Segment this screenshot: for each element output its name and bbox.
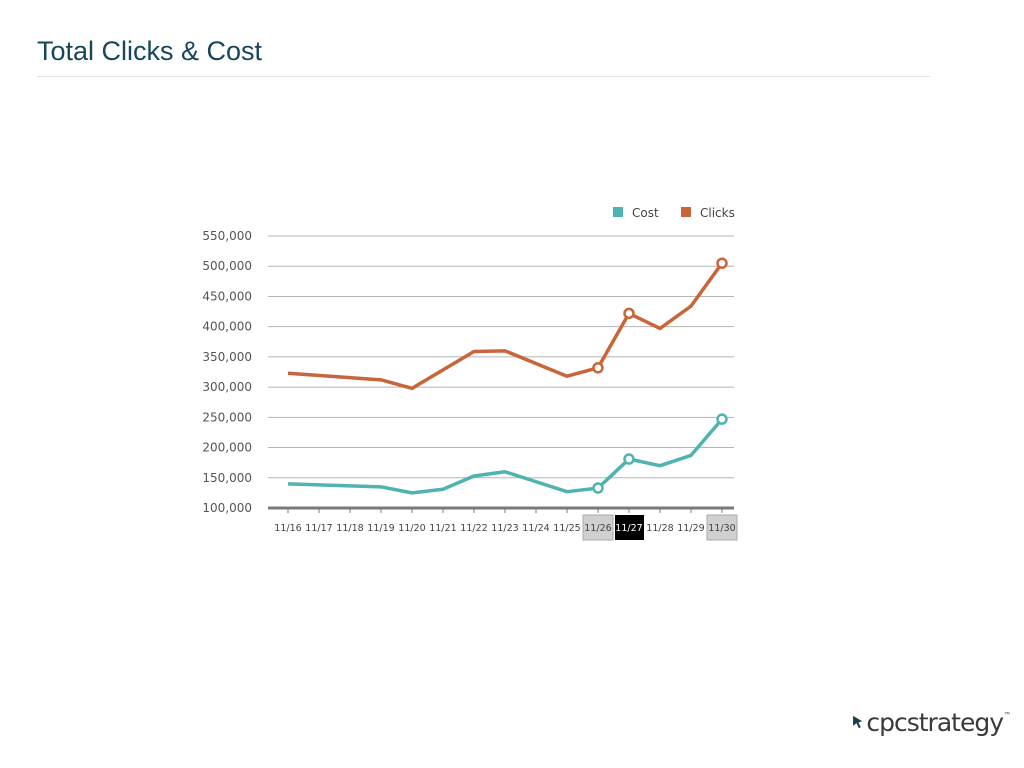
data-point-clicks [592, 362, 604, 374]
x-tick-label[interactable]: 11/26 [584, 523, 611, 534]
logo-trademark: ™ [1004, 712, 1010, 718]
legend-swatch-cost [613, 207, 623, 217]
y-tick-label: 150,000 [202, 471, 252, 485]
cursor-arrow-icon [853, 715, 863, 729]
series-line-cost [287, 418, 724, 495]
x-label-highlight[interactable] [706, 514, 738, 541]
legend-swatch-clicks [681, 207, 691, 217]
x-tick-label[interactable]: 11/30 [708, 523, 735, 534]
x-axis-tick-labels[interactable]: 11/16 11/17 11/18 11/19 11/20 11/21 11/22 11/23… [274, 514, 738, 541]
logo-wordmark: cpcstrategy [866, 707, 1004, 737]
y-tick-label: 450,000 [202, 289, 252, 303]
x-tick-label[interactable]: 11/21 [429, 523, 456, 534]
x-tick-label[interactable]: 11/18 [336, 523, 363, 534]
x-tick-label[interactable]: 11/27 [615, 523, 642, 534]
legend: Cost Clicks [613, 206, 735, 220]
slide-title: Total Clicks & Cost [37, 36, 263, 66]
data-point-clicks [716, 257, 728, 269]
y-tick-label: 250,000 [202, 410, 252, 424]
x-tick-label[interactable]: 11/25 [553, 523, 580, 534]
x-label-highlight[interactable] [582, 514, 614, 541]
series-lines [287, 257, 728, 495]
y-tick-label: 400,000 [202, 320, 252, 334]
y-tick-label: 200,000 [202, 441, 252, 455]
y-tick-label: 500,000 [202, 259, 252, 273]
x-tick-label[interactable]: 11/20 [398, 523, 425, 534]
series-line-clicks [287, 262, 724, 391]
legend-label-clicks: Clicks [700, 206, 735, 220]
x-tick-label[interactable]: 11/29 [677, 523, 704, 534]
y-tick-label: 550,000 [202, 229, 252, 243]
x-tick-label[interactable]: 11/24 [522, 523, 549, 534]
x-tick-label[interactable]: 11/16 [274, 523, 301, 534]
data-point-cost [592, 482, 604, 494]
y-tick-label: 100,000 [202, 501, 252, 515]
y-tick-label: 350,000 [202, 350, 252, 364]
x-tick-label[interactable]: 11/17 [305, 523, 332, 534]
data-point-cost [716, 413, 728, 425]
y-tick-label: 300,000 [202, 380, 252, 394]
y-axis-tick-labels: 100,000 150,000 200,000 250,000 300,000 350,0… [202, 229, 252, 515]
legend-label-cost: Cost [632, 206, 659, 220]
data-point-clicks [623, 307, 635, 320]
data-point-cost [623, 453, 635, 465]
x-label-selected[interactable] [615, 515, 644, 540]
cpcstrategy-logo: cpcstrategy ™ [850, 702, 1010, 742]
title-divider [37, 76, 930, 77]
x-tick-label[interactable]: 11/28 [646, 523, 673, 534]
x-tick-label[interactable]: 11/22 [460, 523, 487, 534]
x-tick-label[interactable]: 11/23 [491, 523, 518, 534]
x-tick-label[interactable]: 11/19 [367, 523, 394, 534]
